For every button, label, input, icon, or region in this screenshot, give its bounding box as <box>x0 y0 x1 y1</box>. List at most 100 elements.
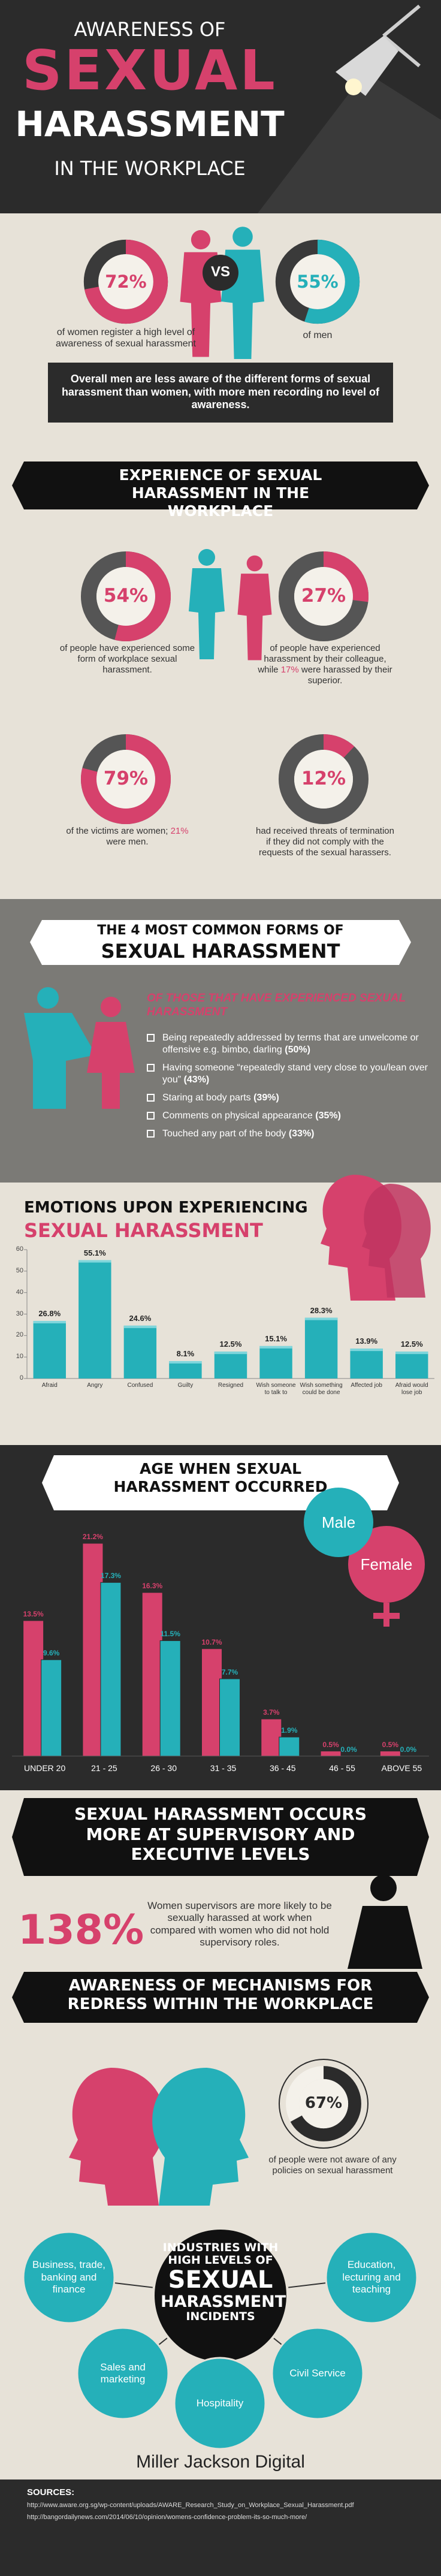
bar <box>100 1582 122 1757</box>
bar-top <box>78 1260 111 1263</box>
value-label: 55.1% <box>83 1248 106 1257</box>
bar <box>214 1352 247 1379</box>
sources-bg <box>0 2480 441 2576</box>
sources-label: SOURCES: <box>27 2487 75 2497</box>
bar <box>395 1352 428 1379</box>
summary: Overall men are less aware of the differ… <box>61 373 380 411</box>
value-label: 9.6% <box>43 1649 60 1658</box>
woman-body <box>237 574 272 660</box>
stat-text: had received threats of termination if t… <box>255 826 395 858</box>
bar-top <box>33 1320 66 1323</box>
highlight: HARASSMENT <box>161 2292 286 2311</box>
list-item: Being repeatedly addressed by terms that… <box>147 1032 428 1056</box>
donut-hole <box>96 750 155 809</box>
banner <box>12 461 429 509</box>
value-label: 17.3% <box>100 1571 121 1580</box>
subtitle: OF THOSE THAT HAVE EXPERIENCED SEXUAL HA… <box>147 992 406 1018</box>
man-head <box>198 549 215 566</box>
item-text: Being repeatedly addressed by terms that… <box>162 1033 419 1055</box>
stat-text: of people have experienced harassment by… <box>255 643 395 686</box>
bar <box>259 1346 292 1379</box>
bar <box>123 1325 157 1379</box>
brand: Miller Jackson Digital <box>136 2452 305 2472</box>
woman-head <box>246 555 263 572</box>
value-label: 0.5% <box>382 1740 399 1749</box>
donut-hole <box>98 254 153 309</box>
donut-label: 12% <box>301 768 346 790</box>
banner-title: SEXUAL HARASSMENT OCCURS MORE AT SUPERVI… <box>74 1804 367 1865</box>
industry-circle <box>325 2231 418 2324</box>
industry-label: Business, trade, banking and finance <box>32 2259 105 2296</box>
x-tick-label: 21 - 25 <box>91 1763 117 1773</box>
value-label: 0.0% <box>400 1745 417 1754</box>
industry-label: Sales and marketing <box>100 2361 146 2385</box>
text: had received threats of termination if t… <box>256 826 394 858</box>
bar <box>261 1718 282 1757</box>
donut-label: 55% <box>297 271 339 292</box>
bar-top <box>259 1346 292 1349</box>
highlight: 21% <box>170 826 189 836</box>
legend-marker <box>348 1526 425 1603</box>
stat-text: of the victims are women; 21% were men. <box>57 826 198 847</box>
big-stat: 138% <box>18 1907 144 1954</box>
woman-head <box>191 230 211 250</box>
item-pct: (35%) <box>315 1111 341 1121</box>
bar <box>219 1678 240 1757</box>
checkbox <box>147 1130 155 1138</box>
x-tick-label: Afraid <box>41 1382 58 1389</box>
title-main: HARASSMENT <box>15 104 285 144</box>
y-tick-label: 30 <box>16 1310 23 1317</box>
x-tick-label: Affected job <box>351 1382 382 1389</box>
value-label: 13.9% <box>355 1337 378 1346</box>
head-silhouette <box>152 2068 249 2206</box>
donut-label: 79% <box>103 768 149 790</box>
bar <box>159 1640 181 1757</box>
donut-hole <box>96 567 155 626</box>
industry-circle <box>22 2231 116 2324</box>
list-item: Staring at body parts (39%) <box>147 1092 428 1104</box>
x-tick-label: UNDER 20 <box>24 1763 66 1773</box>
stat-text: of people were not aware of any policies… <box>268 2155 397 2176</box>
head-silhouette <box>69 2068 165 2206</box>
x-tick-label: Angry <box>87 1382 103 1389</box>
donut-hole <box>290 254 345 309</box>
list-item: Having someone “repeatedly stand very cl… <box>147 1062 428 1086</box>
donut-arc <box>278 734 369 825</box>
bar <box>23 1620 44 1757</box>
value-label: 16.3% <box>142 1582 163 1591</box>
bar <box>279 1736 300 1757</box>
banner <box>12 1972 429 2023</box>
bar <box>141 1592 163 1757</box>
silhouette-body <box>348 1906 422 1969</box>
x-tick-label: 36 - 45 <box>269 1763 296 1773</box>
industry-label: Civil Service <box>289 2367 346 2379</box>
y-tick-label: 10 <box>16 1353 23 1361</box>
title: INCIDENTS <box>186 2310 255 2324</box>
list-item: Comments on physical appearance (35%) <box>147 1110 428 1122</box>
stat-text: of women register a high level of awaren… <box>56 327 196 349</box>
item-text: Having someone “repeatedly stand very cl… <box>162 1063 428 1085</box>
donut-arc <box>278 551 369 642</box>
title-main: SEXUAL <box>22 38 277 102</box>
bar <box>41 1659 62 1757</box>
item-pct: (50%) <box>285 1045 310 1055</box>
summary-box <box>48 363 393 423</box>
bar-top <box>214 1352 247 1355</box>
value-label: 8.1% <box>176 1349 195 1358</box>
donut-hole <box>298 2079 349 2129</box>
bar <box>78 1260 111 1379</box>
value-label: 3.7% <box>263 1708 280 1717</box>
highlight: 17% <box>280 665 299 675</box>
text: were men. <box>106 837 149 847</box>
title-line: IN THE WORKPLACE <box>54 157 246 180</box>
value-label: 0.0% <box>340 1745 357 1754</box>
man-head <box>232 227 253 247</box>
banner-title: AWARENESS OF MECHANISMS FOR REDRESS WITH… <box>67 1977 374 2014</box>
item-text: Staring at body parts <box>162 1093 251 1103</box>
industry-label: Education, lecturing and teaching <box>342 2259 401 2296</box>
industry-circle <box>173 2357 267 2450</box>
item-pct: (39%) <box>253 1093 279 1103</box>
list-item: Touched any part of the body (33%) <box>147 1128 428 1140</box>
banner <box>42 1455 399 1510</box>
legend-label: Male <box>321 1513 356 1531</box>
